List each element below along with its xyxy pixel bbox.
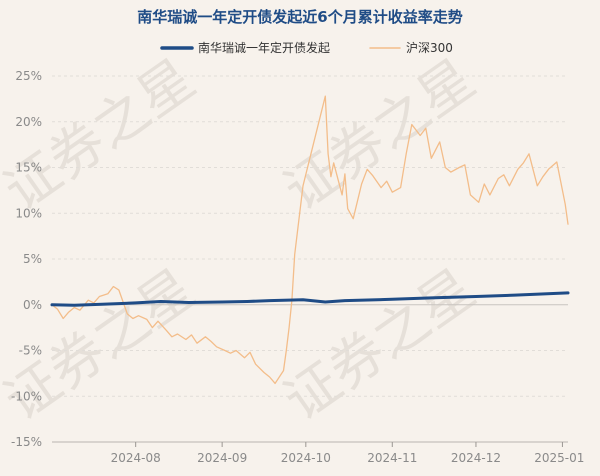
legend: 南华瑞诚一年定开债发起 沪深300 xyxy=(160,40,453,55)
x-tick-label: 2025-01 xyxy=(534,451,584,465)
y-axis: -15% -10% -5% 0% 5% 10% 15% 20% 25% xyxy=(11,69,42,449)
chart-title: 南华瑞诚一年定开债发起近6个月累计收益率走势 xyxy=(137,8,462,26)
series-line-0 xyxy=(50,291,570,307)
legend-label: 南华瑞诚一年定开债发起 xyxy=(198,40,330,55)
y-tick-label: -5% xyxy=(19,344,42,358)
x-tick-label: 2024-11 xyxy=(367,451,417,465)
x-tick-label: 2024-09 xyxy=(197,451,247,465)
y-tick-label: 25% xyxy=(15,69,42,83)
watermark-text: 证券之星 xyxy=(273,257,486,432)
y-tick-label: 15% xyxy=(15,161,42,175)
y-tick-label: -15% xyxy=(11,435,42,449)
x-tick-label: 2024-12 xyxy=(451,451,501,465)
y-tick-label: 0% xyxy=(23,298,42,312)
x-axis: 2024-08 2024-09 2024-10 2024-11 2024-12 2025-… xyxy=(52,441,584,465)
y-tick-label: 20% xyxy=(15,115,42,129)
y-tick-label: 10% xyxy=(15,206,42,220)
y-tick-label: -10% xyxy=(11,389,42,403)
series xyxy=(50,95,570,385)
y-tick-label: 5% xyxy=(23,252,42,266)
x-tick-label: 2024-10 xyxy=(281,451,331,465)
x-tick-label: 2024-08 xyxy=(111,451,161,465)
watermark-text: 证券之星 xyxy=(273,47,486,222)
series-line-1 xyxy=(51,95,569,385)
legend-label: 沪深300 xyxy=(406,41,453,55)
